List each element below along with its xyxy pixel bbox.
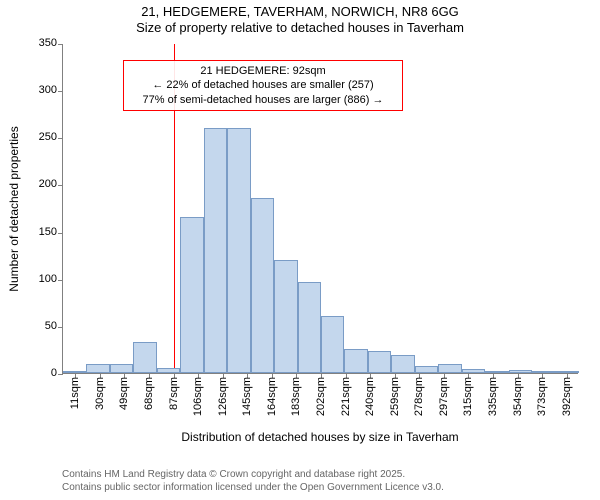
x-tick-label: 278sqm — [413, 373, 425, 416]
x-tick-label: 221sqm — [340, 373, 352, 416]
x-tick-label: 315sqm — [462, 373, 474, 416]
plot-area: 21 HEDGEMERE: 92sqm← 22% of detached hou… — [62, 44, 578, 374]
y-tick-label: 0 — [51, 367, 63, 379]
callout-line: ← 22% of detached houses are smaller (25… — [132, 78, 394, 92]
x-tick-label: 373sqm — [536, 373, 548, 416]
chart-wrapper: 21, HEDGEMERE, TAVERHAM, NORWICH, NR8 6G… — [0, 0, 600, 500]
x-tick-label: 126sqm — [217, 373, 229, 416]
histogram-bar — [344, 349, 367, 373]
attribution-text: Contains HM Land Registry data © Crown c… — [62, 468, 444, 494]
x-tick-label: 68sqm — [143, 373, 155, 410]
x-tick-label: 164sqm — [266, 373, 278, 416]
histogram-bar — [227, 128, 250, 373]
histogram-bar — [110, 364, 133, 373]
x-tick-label: 259sqm — [389, 373, 401, 416]
histogram-bar — [298, 282, 321, 373]
x-tick-label: 145sqm — [241, 373, 253, 416]
histogram-bar — [321, 316, 344, 373]
x-tick-label: 240sqm — [364, 373, 376, 416]
x-tick-label: 392sqm — [561, 373, 573, 416]
callout-line: 77% of semi-detached houses are larger (… — [132, 93, 394, 107]
histogram-bar — [415, 366, 438, 373]
x-tick-label: 297sqm — [438, 373, 450, 416]
x-tick-label: 30sqm — [94, 373, 106, 410]
histogram-bar — [368, 351, 391, 373]
y-tick-label: 300 — [39, 84, 63, 96]
x-tick-label: 106sqm — [192, 373, 204, 416]
y-axis-label: Number of detached properties — [7, 126, 21, 291]
attribution-line: Contains public sector information licen… — [62, 481, 444, 494]
y-tick-label: 200 — [39, 178, 63, 190]
title-line-1: 21, HEDGEMERE, TAVERHAM, NORWICH, NR8 6G… — [0, 4, 600, 20]
y-tick-label: 100 — [39, 273, 63, 285]
callout-line: 21 HEDGEMERE: 92sqm — [132, 64, 394, 78]
y-tick-label: 350 — [39, 37, 63, 49]
x-tick-label: 335sqm — [487, 373, 499, 416]
y-tick-label: 250 — [39, 131, 63, 143]
histogram-bar — [133, 342, 156, 373]
histogram-bar — [391, 355, 414, 373]
x-tick-label: 87sqm — [168, 373, 180, 410]
y-tick-label: 50 — [45, 320, 63, 332]
histogram-bar — [86, 364, 109, 373]
histogram-bar — [251, 198, 274, 373]
histogram-bar — [438, 364, 461, 373]
y-tick-label: 150 — [39, 226, 63, 238]
x-tick-label: 202sqm — [315, 373, 327, 416]
x-tick-label: 354sqm — [512, 373, 524, 416]
histogram-bar — [204, 128, 227, 373]
property-callout-box: 21 HEDGEMERE: 92sqm← 22% of detached hou… — [123, 60, 403, 111]
x-axis-label: Distribution of detached houses by size … — [62, 430, 578, 444]
title-line-2: Size of property relative to detached ho… — [0, 20, 600, 36]
x-tick-label: 183sqm — [290, 373, 302, 416]
chart-title: 21, HEDGEMERE, TAVERHAM, NORWICH, NR8 6G… — [0, 4, 600, 37]
attribution-line: Contains HM Land Registry data © Crown c… — [62, 468, 444, 481]
histogram-bar — [274, 260, 297, 373]
x-tick-label: 11sqm — [69, 373, 81, 409]
histogram-bar — [180, 217, 203, 373]
x-tick-label: 49sqm — [118, 373, 130, 410]
